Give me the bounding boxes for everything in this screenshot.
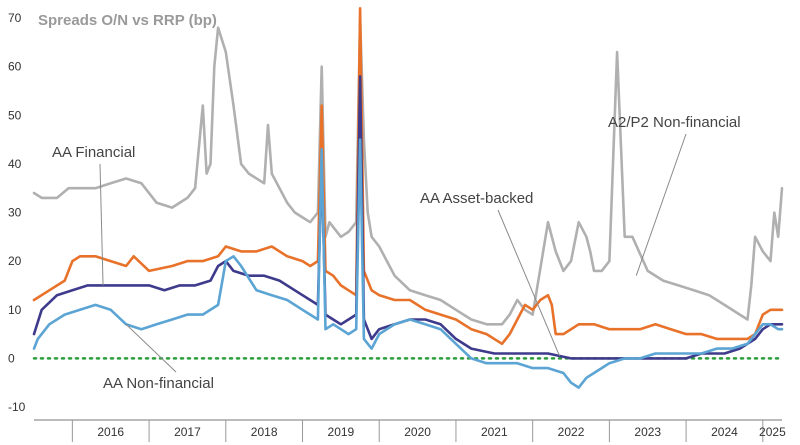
y-tick-label: 10 <box>8 303 22 317</box>
y-axis-ticks: -10 0 10 20 30 40 50 60 70 <box>8 11 26 414</box>
label-aa-non-financial: AA Non-financial <box>103 375 214 392</box>
x-tick-label: 2025 <box>759 425 786 439</box>
y-tick-label: 30 <box>8 206 22 220</box>
x-tick-label: 2022 <box>558 425 585 439</box>
y-tick-label: 20 <box>8 254 22 268</box>
y-tick-label: -10 <box>8 400 26 414</box>
x-tick-label: 2018 <box>251 425 278 439</box>
x-tick-label: 2017 <box>174 425 201 439</box>
x-tick-label: 2016 <box>97 425 124 439</box>
x-tick-label: 2020 <box>404 425 431 439</box>
leader-line-aa-non-financial <box>125 323 177 373</box>
y-tick-label: 0 <box>8 351 15 365</box>
x-tick-label: 2021 <box>481 425 508 439</box>
y-tick-label: 50 <box>8 108 22 122</box>
y-tick-label: 60 <box>8 60 22 74</box>
x-tick-label: 2023 <box>634 425 661 439</box>
annotations-layer: Spreads O/N vs RRP (bp) AA Financial AA … <box>38 12 741 392</box>
label-aa-financial: AA Financial <box>52 144 135 161</box>
y-tick-label: 40 <box>8 157 22 171</box>
leader-line-aa-asset-backed <box>497 209 560 357</box>
series-line-aa-non-financial <box>32 138 784 389</box>
series-line-aa-financial <box>32 7 784 346</box>
chart-title: Spreads O/N vs RRP (bp) <box>38 12 217 29</box>
y-tick-label: 70 <box>8 11 22 25</box>
leader-line-a2p2-non-financial <box>635 133 687 276</box>
series-line-a2-p2-non-financial <box>32 16 784 326</box>
x-tick-label: 2024 <box>711 425 738 439</box>
x-tick-label: 2019 <box>328 425 355 439</box>
x-axis: 2016 2017 2018 2019 2020 2021 2022 2023 2024 2025 <box>34 419 786 442</box>
leader-line-aa-financial <box>99 163 104 286</box>
label-aa-asset-backed: AA Asset-backed <box>420 190 533 207</box>
label-a2p2-non-financial: A2/P2 Non-financial <box>608 114 741 131</box>
series-layer <box>32 7 784 389</box>
